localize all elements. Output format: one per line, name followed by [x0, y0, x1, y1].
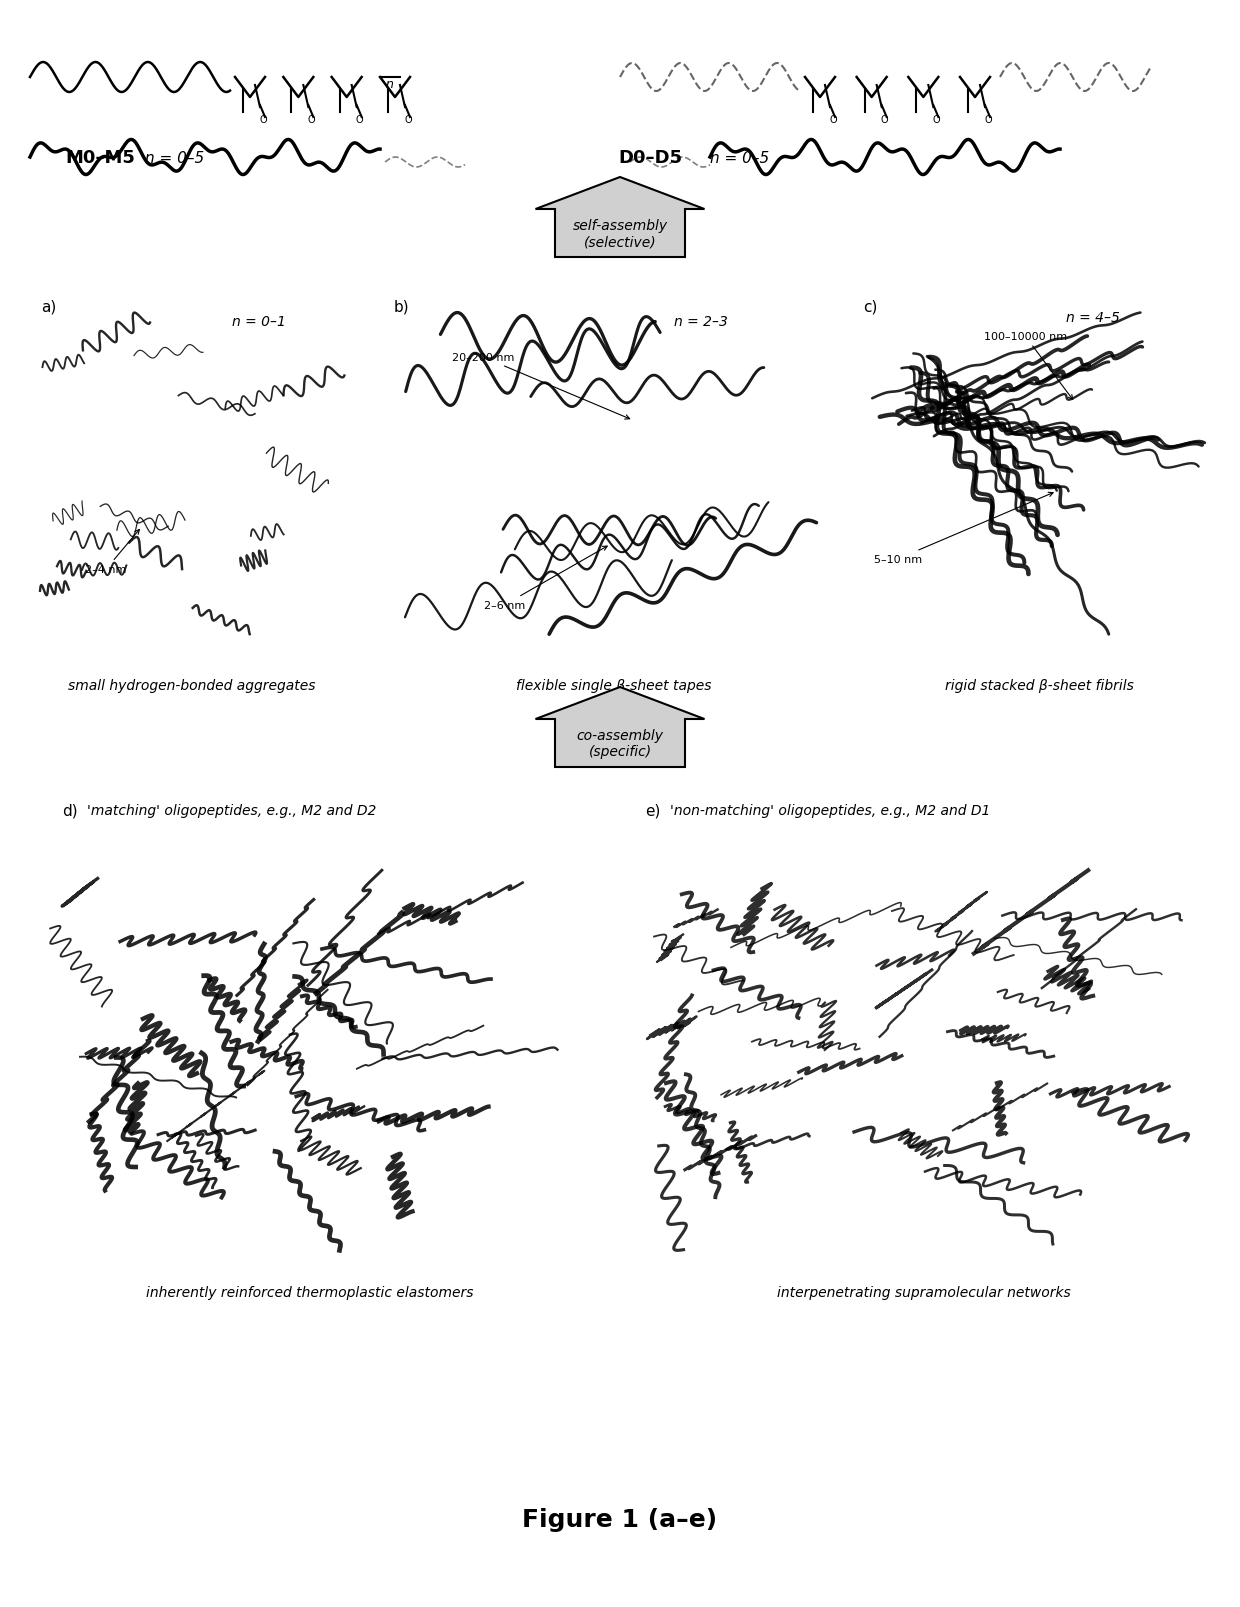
Text: 2–6 nm: 2–6 nm [484, 546, 608, 611]
Polygon shape [536, 688, 704, 768]
Text: small hydrogen-bonded aggregates: small hydrogen-bonded aggregates [68, 678, 316, 693]
Text: 100–10000 nm: 100–10000 nm [983, 331, 1073, 400]
Text: n = 2–3: n = 2–3 [675, 315, 728, 328]
Text: n = 0–5: n = 0–5 [711, 151, 770, 166]
Text: D0–D5: D0–D5 [618, 149, 682, 167]
Text: O: O [830, 116, 837, 125]
Text: 5–10 nm: 5–10 nm [874, 493, 1053, 564]
Text: rigid stacked β-sheet fibrils: rigid stacked β-sheet fibrils [945, 678, 1133, 693]
Text: interpenetrating supramolecular networks: interpenetrating supramolecular networks [777, 1286, 1070, 1300]
Text: n: n [386, 79, 394, 92]
Text: O: O [308, 116, 315, 125]
Text: flexible single β-sheet tapes: flexible single β-sheet tapes [516, 678, 712, 693]
Text: 'matching' oligopeptides, e.g., M2 and D2: 'matching' oligopeptides, e.g., M2 and D… [87, 804, 376, 818]
Text: c): c) [863, 299, 877, 315]
Text: O: O [356, 116, 363, 125]
Text: 'non-matching' oligopeptides, e.g., M2 and D1: 'non-matching' oligopeptides, e.g., M2 a… [670, 804, 990, 818]
Text: O: O [259, 116, 267, 125]
Text: Figure 1 (a–e): Figure 1 (a–e) [522, 1507, 718, 1530]
Text: O: O [932, 116, 940, 125]
Text: a): a) [42, 299, 57, 315]
Text: e): e) [645, 804, 660, 818]
Text: n = 4–5: n = 4–5 [1066, 312, 1120, 325]
Text: O: O [404, 116, 412, 125]
Text: n = 0–1: n = 0–1 [232, 315, 286, 328]
Text: b): b) [393, 299, 409, 315]
Text: d): d) [62, 804, 78, 818]
Text: 20–200 nm: 20–200 nm [453, 354, 630, 419]
Text: co-assembly
(specific): co-assembly (specific) [577, 728, 663, 759]
Text: O: O [880, 116, 889, 125]
Polygon shape [536, 178, 704, 257]
Text: 2–4 nm: 2–4 nm [86, 530, 139, 575]
Text: M0–M5: M0–M5 [64, 149, 135, 167]
Text: O: O [985, 116, 992, 125]
Text: inherently reinforced thermoplastic elastomers: inherently reinforced thermoplastic elas… [146, 1286, 474, 1300]
Text: n = 0–5: n = 0–5 [145, 151, 205, 166]
Text: self-assembly
(selective): self-assembly (selective) [573, 219, 667, 249]
